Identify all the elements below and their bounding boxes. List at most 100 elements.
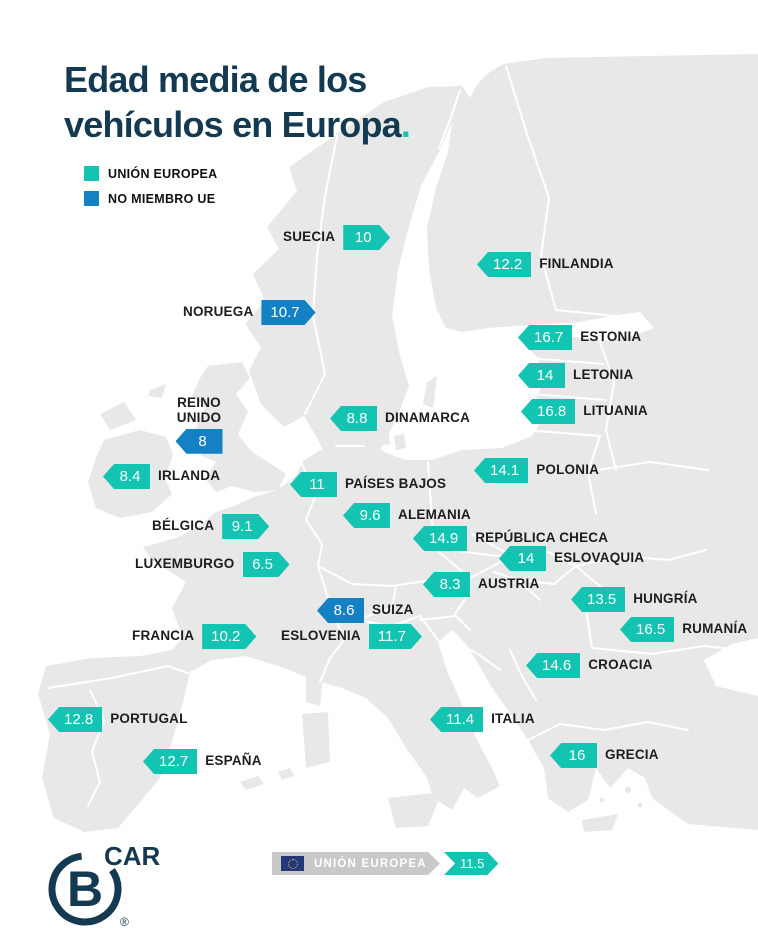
eu-average-bar: UNIÓN EUROPEA 11.5 bbox=[272, 852, 498, 875]
value-badge: 14.6 bbox=[526, 653, 581, 678]
value-badge: 8.8 bbox=[330, 406, 377, 431]
bcar-logo: B CAR ® bbox=[44, 840, 179, 945]
country-label: ALEMANIA bbox=[398, 507, 471, 523]
country-label: RUMANÍA bbox=[682, 621, 748, 637]
marker-paises-bajos: 11 PAÍSES BAJOS bbox=[290, 472, 446, 497]
country-label: FRANCIA bbox=[132, 628, 195, 644]
country-label: REPÚBLICA CHECA bbox=[475, 530, 609, 546]
marker-eslovenia: ESLOVENIA 11.7 bbox=[281, 624, 422, 649]
country-label: ITALIA bbox=[491, 711, 535, 727]
value-badge: 10 bbox=[343, 225, 390, 250]
marker-portugal: 12.8 PORTUGAL bbox=[48, 707, 188, 732]
eu-average-value-badge: 11.5 bbox=[444, 852, 498, 875]
country-label: SUECIA bbox=[283, 229, 336, 245]
value-badge: 16.5 bbox=[620, 617, 675, 642]
marker-lituania: 16.8 LITUANIA bbox=[521, 399, 648, 424]
marker-luxemburgo: LUXEMBURGO 6.5 bbox=[135, 552, 290, 577]
legend-item-eu: UNIÓN EUROPEA bbox=[84, 166, 217, 181]
value-badge: 8.6 bbox=[317, 598, 364, 623]
country-label: FINLANDIA bbox=[539, 256, 614, 272]
country-label: ESLOVENIA bbox=[281, 628, 361, 644]
country-label: GRECIA bbox=[605, 747, 659, 763]
marker-dinamarca: 8.8 DINAMARCA bbox=[330, 406, 470, 431]
value-badge: 14.9 bbox=[413, 526, 468, 551]
value-badge: 10.2 bbox=[202, 624, 256, 649]
country-label: ESLOVAQUIA bbox=[554, 550, 645, 566]
country-label: BÉLGICA bbox=[152, 518, 215, 534]
logo-car: CAR bbox=[104, 841, 161, 871]
marker-hungria: 13.5 HUNGRÍA bbox=[571, 587, 698, 612]
marker-polonia: 14.1 POLONIA bbox=[474, 458, 599, 483]
value-badge: 12.8 bbox=[48, 707, 103, 732]
title-accent-dot: . bbox=[400, 103, 411, 145]
marker-rumania: 16.5 RUMANÍA bbox=[620, 617, 747, 642]
country-label: PORTUGAL bbox=[110, 711, 188, 727]
marker-croacia: 14.6 CROACIA bbox=[526, 653, 653, 678]
legend: UNIÓN EUROPEA NO MIEMBRO UE bbox=[84, 166, 217, 216]
value-badge: 8.4 bbox=[103, 464, 150, 489]
value-badge: 14 bbox=[499, 546, 546, 571]
value-badge: 6.5 bbox=[243, 552, 290, 577]
marker-estonia: 16.7 ESTONIA bbox=[518, 325, 641, 350]
marker-espana: 12.7 ESPAÑA bbox=[143, 749, 262, 774]
legend-item-non-eu: NO MIEMBRO UE bbox=[84, 191, 217, 206]
legend-label: NO MIEMBRO UE bbox=[108, 191, 216, 206]
marker-finlandia: 12.2 FINLANDIA bbox=[477, 252, 614, 277]
eu-average-label-bar: UNIÓN EUROPEA bbox=[272, 852, 440, 875]
value-badge: 16.7 bbox=[518, 325, 573, 350]
logo-ring bbox=[48, 852, 122, 926]
country-label: POLONIA bbox=[536, 462, 600, 478]
marker-republica-checa: 14.9 REPÚBLICA CHECA bbox=[413, 526, 608, 551]
country-label: NORUEGA bbox=[183, 304, 254, 320]
marker-grecia: 16 GRECIA bbox=[550, 743, 659, 768]
value-badge: 16 bbox=[550, 743, 597, 768]
value-badge: 10.7 bbox=[261, 300, 315, 325]
country-label: REINO UNIDO bbox=[176, 395, 222, 425]
country-label: HUNGRÍA bbox=[633, 591, 698, 607]
value-badge: 12.2 bbox=[477, 252, 532, 277]
country-label: DINAMARCA bbox=[385, 410, 471, 426]
marker-eslovaquia: 14 ESLOVAQUIA bbox=[499, 546, 644, 571]
value-badge: 11.7 bbox=[369, 624, 422, 649]
value-badge: 8.3 bbox=[423, 572, 470, 597]
country-label: CROACIA bbox=[588, 657, 653, 673]
value-badge: 9.1 bbox=[222, 514, 269, 539]
marker-italia: 11.4 ITALIA bbox=[430, 707, 535, 732]
country-label: PAÍSES BAJOS bbox=[345, 476, 447, 492]
country-label: LETONIA bbox=[573, 367, 634, 383]
value-badge: 8 bbox=[175, 428, 223, 454]
marker-irlanda: 8.4 IRLANDA bbox=[103, 464, 220, 489]
country-label: AUSTRIA bbox=[478, 576, 540, 592]
country-label: SUIZA bbox=[372, 602, 414, 618]
marker-austria: 8.3 AUSTRIA bbox=[423, 572, 539, 597]
marker-alemania: 9.6 ALEMANIA bbox=[343, 503, 471, 528]
country-label: LUXEMBURGO bbox=[135, 556, 235, 572]
legend-label: UNIÓN EUROPEA bbox=[108, 166, 218, 181]
title-line-1: Edad media de los bbox=[64, 59, 367, 100]
marker-belgica: BÉLGICA 9.1 bbox=[152, 514, 269, 539]
country-label: IRLANDA bbox=[158, 468, 221, 484]
value-badge: 9.6 bbox=[343, 503, 390, 528]
country-label: LITUANIA bbox=[583, 403, 648, 419]
value-badge: 13.5 bbox=[571, 587, 626, 612]
value-badge: 14 bbox=[518, 363, 565, 388]
country-label: ESTONIA bbox=[580, 329, 642, 345]
marker-suiza: 8.6 SUIZA bbox=[317, 598, 414, 623]
value-badge: 11.4 bbox=[430, 707, 484, 732]
title-line-2: vehículos en Europa bbox=[64, 103, 402, 145]
value-badge: 12.7 bbox=[143, 749, 198, 774]
non-eu-color-swatch bbox=[84, 191, 99, 206]
marker-suecia: SUECIA 10 bbox=[283, 225, 390, 250]
eu-color-swatch bbox=[84, 166, 99, 181]
logo-registered: ® bbox=[120, 915, 129, 929]
value-badge: 16.8 bbox=[521, 399, 576, 424]
country-label: ESPAÑA bbox=[205, 753, 262, 769]
great-britain-shape bbox=[192, 362, 286, 492]
scandinavia-shape bbox=[245, 86, 470, 487]
logo-b: B bbox=[67, 861, 103, 917]
page-title: Edad media de los vehículos en Europa. bbox=[64, 58, 411, 147]
marker-francia: FRANCIA 10.2 bbox=[132, 624, 256, 649]
value-badge: 11 bbox=[290, 472, 337, 497]
marker-noruega: NORUEGA 10.7 bbox=[183, 300, 316, 325]
